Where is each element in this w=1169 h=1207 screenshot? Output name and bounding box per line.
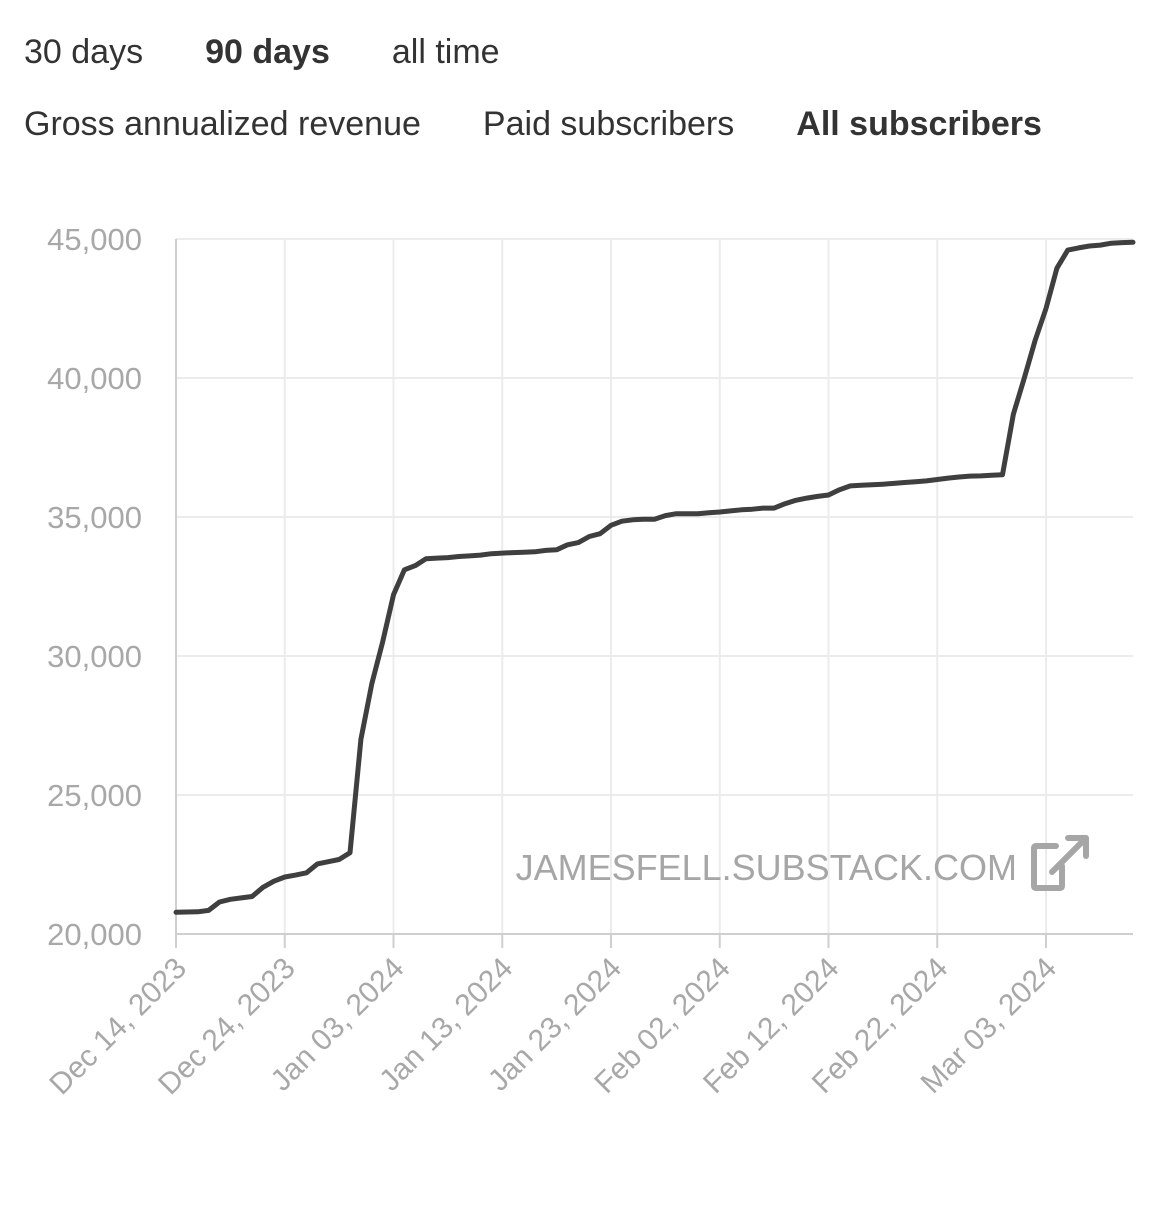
- series-line-all-subscribers: [173, 239, 1136, 915]
- range-tabs: 30 days 90 days all time: [24, 30, 562, 74]
- tab-all-time[interactable]: all time: [391, 33, 500, 71]
- y-tick-label: 40,000: [47, 361, 142, 396]
- tab-90-days[interactable]: 90 days: [205, 33, 330, 71]
- tab-gross-annualized-revenue[interactable]: Gross annualized revenue: [24, 105, 421, 143]
- y-tick-label: 35,000: [47, 500, 142, 535]
- series: [173, 239, 1136, 915]
- tab-all-subscribers[interactable]: All subscribers: [796, 105, 1042, 143]
- y-tick-label: 20,000: [47, 917, 142, 952]
- y-axis-ticks: 20,000 25,000 30,000 35,000 40,000 45,000: [47, 222, 142, 952]
- y-tick-label: 45,000: [47, 222, 142, 257]
- watermark-text: JAMESFELL.SUBSTACK.COM: [516, 847, 1017, 888]
- grid: [176, 238, 1133, 934]
- metric-tabs: Gross annualized revenue Paid subscriber…: [24, 102, 1104, 146]
- external-link-icon[interactable]: [1031, 835, 1089, 891]
- tab-30-days[interactable]: 30 days: [24, 33, 144, 71]
- watermark[interactable]: JAMESFELL.SUBSTACK.COM: [516, 835, 1089, 891]
- y-tick-label: 25,000: [47, 778, 142, 813]
- tab-paid-subscribers[interactable]: Paid subscribers: [482, 105, 735, 143]
- y-tick-label: 30,000: [47, 639, 142, 674]
- axes: [175, 239, 1133, 948]
